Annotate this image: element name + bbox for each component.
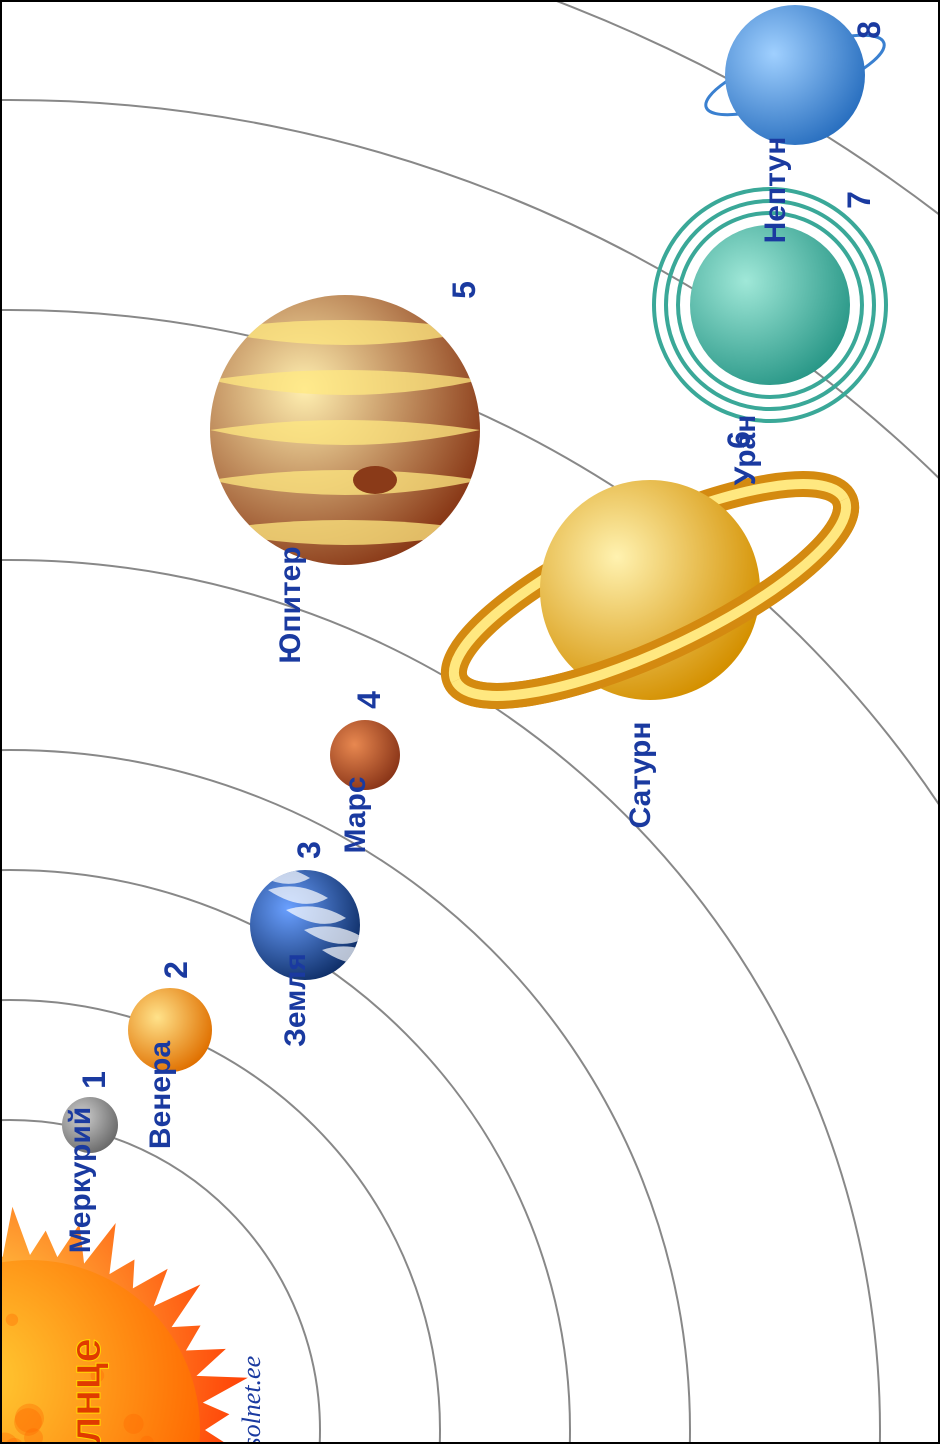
planet-number-earth: 3	[291, 841, 327, 859]
source-url: www.solnet.ee	[237, 1356, 266, 1444]
planet-number-mars: 4	[351, 691, 387, 709]
planet-label-neptune: Нептун	[759, 137, 792, 244]
planet-number-jupiter: 5	[446, 281, 482, 299]
planet-label-venus: Венера	[144, 1041, 177, 1149]
planet-number-uranus: 7	[841, 191, 877, 209]
solar-system-diagram: 1Меркурий2Венера3Земля4Марс5Юпитер6Сатур…	[0, 0, 940, 1444]
planet-label-jupiter: Юпитер	[274, 546, 307, 663]
planet-label-mercury: Меркурий	[64, 1107, 97, 1254]
planet-label-earth: Земля	[279, 953, 312, 1047]
planet-number-neptune: 8	[851, 21, 887, 39]
planet-number-venus: 2	[158, 961, 194, 979]
planet-neptune	[725, 5, 865, 145]
planet-label-uranus: Уран	[729, 415, 762, 486]
sun-label: Солнце	[61, 1338, 110, 1444]
planet-label-saturn: Сатурн	[624, 722, 657, 829]
planet-label-mars: Марс	[339, 776, 372, 853]
planet-number-mercury: 1	[76, 1071, 112, 1089]
planet-uranus	[690, 225, 850, 385]
